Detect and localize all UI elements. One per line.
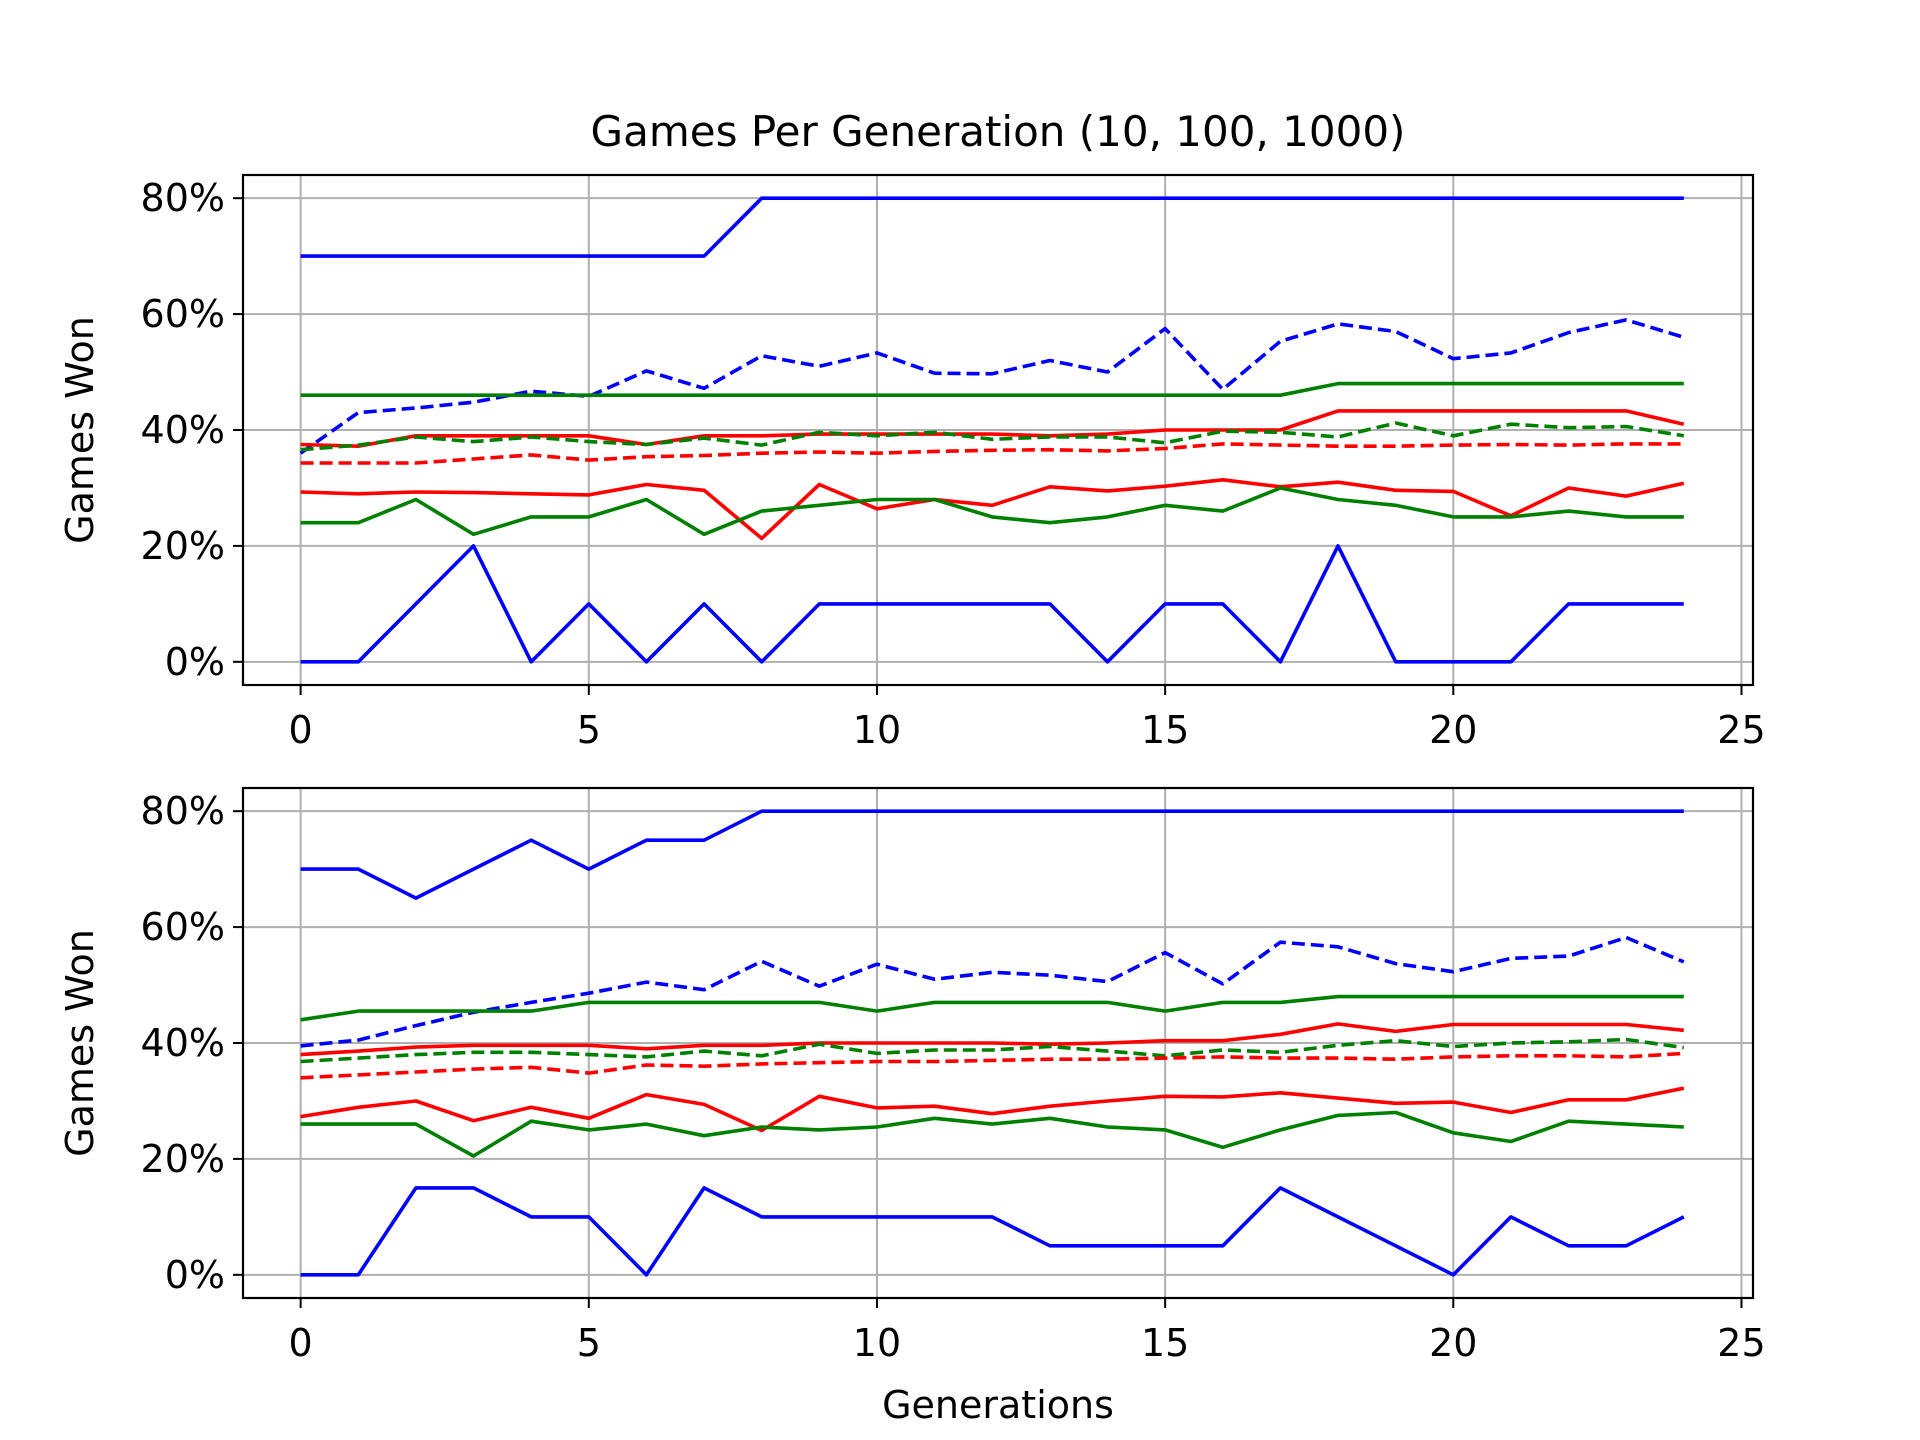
series-line-blue-solid: [300, 544, 1684, 664]
x-axis-label: Generations: [882, 1383, 1114, 1427]
x-tick-label: 25: [1717, 1321, 1765, 1365]
top-subplot: 0 5 10 15 20 25 0% 20% 40% 60% 80% Games Won: [58, 173, 1766, 752]
x-tick-label: 15: [1141, 708, 1189, 752]
series-line-red-solid: [300, 477, 1685, 541]
series-line-green-solid: [300, 381, 1684, 398]
series-line-green-solid: [300, 1110, 1684, 1158]
series-line-green-dashed: [300, 1037, 1685, 1064]
figure-title: Games Per Generation (10, 100, 1000): [591, 107, 1406, 156]
y-tick-label: 60%: [141, 292, 225, 336]
series-line-blue-solid: [300, 809, 1684, 900]
x-tick-label: 15: [1141, 1321, 1189, 1365]
x-tick-label: 20: [1429, 1321, 1477, 1365]
x-tick-label: 0: [289, 1321, 313, 1365]
series-line-red-dashed: [300, 442, 1684, 465]
series-line-red-dashed: [300, 1051, 1684, 1080]
y-tick-label: 40%: [141, 1021, 225, 1065]
y-tick-label: 80%: [141, 176, 225, 220]
y-tick-label: 60%: [141, 905, 225, 949]
series-line-blue-dashed: [299, 318, 1685, 455]
y-tick-label: 0%: [165, 1253, 225, 1297]
series-line-blue-solid: [300, 1186, 1685, 1277]
series-line-green-solid: [300, 486, 1684, 537]
x-tick-label: 5: [577, 1321, 601, 1365]
y-tick-label: 20%: [141, 1137, 225, 1181]
series-line-green-dashed: [300, 421, 1685, 452]
x-tick-label: 10: [853, 1321, 901, 1365]
x-tick-label: 10: [853, 708, 901, 752]
x-tick-label: 0: [289, 708, 313, 752]
series-line-red-solid: [300, 1022, 1684, 1057]
series-line-blue-solid: [300, 196, 1684, 258]
x-tick-label: 20: [1429, 708, 1477, 752]
y-tick-label: 40%: [141, 408, 225, 452]
y-tick-label: 20%: [141, 524, 225, 568]
x-tick-label: 5: [577, 708, 601, 752]
y-tick-label: 80%: [141, 789, 225, 833]
x-tick-label: 25: [1717, 708, 1765, 752]
y-tick-label: 0%: [165, 640, 225, 684]
series-line-green-solid: [300, 994, 1684, 1022]
bottom-subplot: 0 5 10 15 20 25 0% 20% 40% 60% 80% Games Won: [58, 786, 1766, 1365]
y-axis-label: Games Won: [58, 316, 102, 544]
series-line-red-solid: [300, 1086, 1685, 1133]
y-axis-label: Games Won: [58, 929, 102, 1157]
series-line-blue-dashed: [300, 935, 1685, 1048]
